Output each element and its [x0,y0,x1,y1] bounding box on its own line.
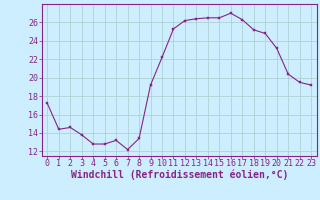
X-axis label: Windchill (Refroidissement éolien,°C): Windchill (Refroidissement éolien,°C) [70,170,288,180]
